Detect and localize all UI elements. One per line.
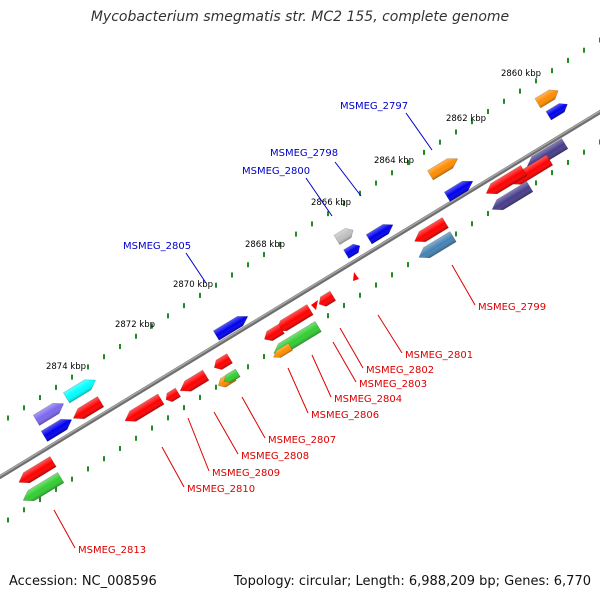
ruler-label: 2874 kbp [46, 362, 86, 372]
ruler-label: 2872 kbp [115, 320, 155, 330]
reverse-strand-gene[interactable] [16, 456, 57, 487]
gene-label[interactable]: MSMEG_2800 [242, 166, 310, 177]
label-connector-line [339, 327, 364, 369]
gene-label[interactable]: MSMEG_2806 [311, 410, 379, 421]
label-connector-line [241, 396, 266, 439]
label-connector-line [451, 264, 476, 306]
ruler-label: 2862 kbp [446, 114, 486, 124]
gene-label[interactable]: MSMEG_2808 [241, 451, 309, 462]
reverse-strand-gene[interactable] [122, 393, 165, 426]
reverse-strand-gene[interactable] [412, 217, 449, 247]
ruler-labels: 2860 kbp 2862 kbp 2864 kbp 2866 kbp 2868 kbp… [46, 69, 541, 372]
forward-strand-gene[interactable] [32, 399, 67, 426]
reverse-strand-gene[interactable] [316, 290, 337, 309]
gene-label[interactable]: MSMEG_2809 [212, 468, 280, 479]
label-connector-line [287, 367, 309, 414]
forward-strand-gene[interactable] [534, 86, 561, 109]
gene-label[interactable]: MSMEG_2810 [187, 484, 255, 495]
forward-strand-gene[interactable] [40, 415, 75, 442]
genome-backbone [0, 109, 600, 480]
gene-label[interactable]: MSMEG_2807 [268, 435, 336, 446]
reverse-strand-gene[interactable] [177, 369, 210, 396]
gene-label[interactable]: MSMEG_2801 [405, 350, 473, 361]
reverse-strand-gene[interactable] [271, 342, 294, 360]
ruler-label: 2864 kbp [374, 156, 414, 166]
label-connectors [53, 112, 476, 549]
gene-label[interactable]: MSMEG_2805 [123, 241, 191, 252]
label-connector-line [332, 341, 357, 383]
small-feature-marker [353, 272, 359, 281]
label-connector-line [187, 417, 210, 472]
gene-label[interactable]: MSMEG_2804 [334, 394, 402, 405]
forward-strand-gene[interactable] [545, 100, 570, 121]
forward-strand-gene[interactable] [443, 177, 475, 202]
label-connector-line [311, 354, 332, 398]
reverse-strand-gene[interactable] [483, 165, 528, 198]
reverse-strand-gene[interactable] [222, 368, 241, 385]
gene-labels: MSMEG_2797 MSMEG_2798 MSMEG_2800 MSMEG_2805… [78, 101, 546, 556]
gene-label[interactable]: MSMEG_2798 [270, 148, 338, 159]
reverse-strand-gene[interactable] [163, 387, 181, 404]
forward-strand-gene[interactable] [212, 312, 250, 341]
accession-text: Accession: NC_008596 [9, 574, 157, 589]
genome-summary-text: Topology: circular; Length: 6,988,209 bp… [233, 574, 591, 589]
label-connector-line [185, 252, 207, 284]
gene-label[interactable]: MSMEG_2813 [78, 545, 146, 556]
gene-features [16, 86, 570, 505]
forward-strand-gene[interactable] [365, 220, 396, 245]
reverse-strand-gene[interactable] [416, 231, 457, 262]
gene-label[interactable]: MSMEG_2797 [340, 101, 408, 112]
reverse-strand-gene[interactable] [20, 472, 65, 505]
label-connector-line [305, 177, 333, 217]
gene-label[interactable]: MSMEG_2799 [478, 302, 546, 313]
ruler-label: 2866 kbp [311, 198, 351, 208]
label-connector-line [161, 446, 185, 488]
ruler-label: 2870 kbp [173, 280, 213, 290]
label-connector-line [334, 161, 362, 197]
gene-label[interactable]: MSMEG_2802 [366, 365, 434, 376]
genome-backbone-highlight [0, 110, 600, 477]
forward-strand-gene[interactable] [427, 154, 460, 181]
ruler-dotted-line [7, 37, 600, 421]
reverse-strand-gene[interactable] [211, 353, 233, 373]
reverse-strand-gene[interactable] [70, 396, 105, 424]
forward-strand-gene[interactable] [343, 242, 363, 259]
label-connector-line [53, 509, 76, 549]
gene-label[interactable]: MSMEG_2803 [359, 379, 427, 390]
map-title: Mycobacterium smegmatis str. MC2 155, co… [90, 9, 510, 25]
reverse-strand-gene[interactable] [273, 304, 314, 335]
ruler-label: 2868 kbp [245, 240, 285, 250]
small-feature-marker [311, 300, 318, 310]
reverse-strand-gene[interactable] [489, 181, 534, 214]
forward-strand-gene[interactable] [62, 375, 98, 404]
reverse-strand-gene[interactable] [262, 323, 285, 344]
ruler-label: 2860 kbp [501, 69, 541, 79]
label-connector-line [405, 112, 433, 151]
label-connector-line [377, 314, 403, 354]
forward-strand-gene[interactable] [333, 225, 356, 246]
label-connector-line [213, 411, 239, 455]
